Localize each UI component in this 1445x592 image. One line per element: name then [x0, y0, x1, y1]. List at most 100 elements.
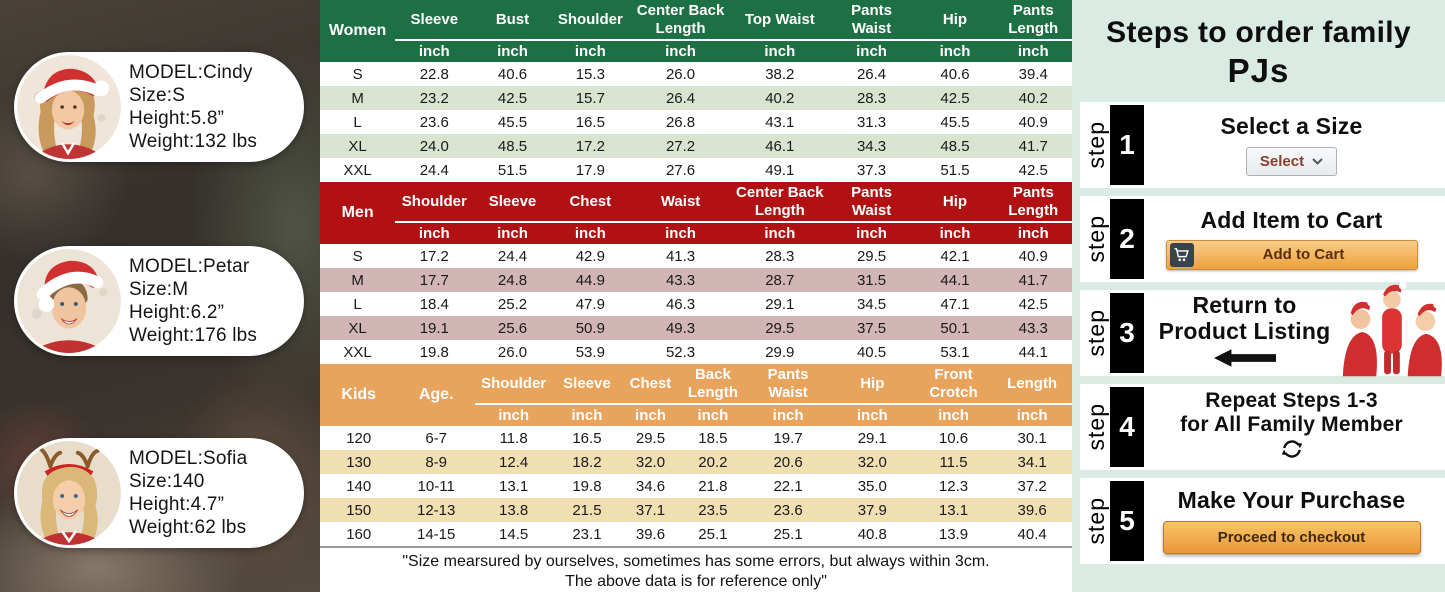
value-cell: 27.2 — [665, 137, 696, 155]
unit-label: inch — [732, 222, 828, 244]
value-cell: 38.2 — [765, 65, 795, 83]
unit-label: inch — [395, 222, 474, 244]
model-size: Size:140 — [129, 470, 205, 492]
size-cell: S — [352, 247, 363, 265]
age-cell: 6-7 — [425, 429, 448, 447]
proceed-to-checkout-button[interactable]: Proceed to checkout — [1162, 520, 1421, 554]
size-cell: M — [351, 89, 364, 107]
value-cell: 42.1 — [940, 247, 970, 265]
value-cell: 22.8 — [419, 65, 449, 83]
step-title-line2: for All Family Member — [1180, 412, 1403, 436]
steps-panel-title: Steps to order family PJs — [1072, 0, 1445, 102]
step-title-line2: Product Listing — [1158, 317, 1331, 344]
value-cell: 22.1 — [773, 477, 803, 495]
value-cell: 23.6 — [419, 113, 449, 131]
table-row: XL 24.0 48.5 17.2 27.2 46.1 34.3 48.5 41.7 — [320, 134, 1072, 158]
value-cell: 45.5 — [497, 113, 528, 131]
step-word-label: step — [1083, 215, 1109, 263]
value-cell: 43.3 — [1018, 319, 1048, 337]
step-title: Select a Size — [1220, 113, 1363, 140]
value-cell: 20.6 — [773, 453, 803, 471]
value-cell: 40.2 — [765, 89, 795, 107]
value-cell: 49.3 — [665, 319, 696, 337]
value-cell: 11.5 — [939, 453, 968, 471]
step-number-badge: 3 — [1110, 293, 1144, 373]
table-row: 150 12-13 13.8 21.5 37.1 23.5 23.6 37.9 13.1 39.6 — [320, 498, 1072, 522]
value-cell: 34.1 — [1017, 453, 1047, 471]
value-cell: 40.5 — [856, 343, 887, 361]
value-cell: 42.5 — [497, 89, 528, 107]
value-cell: 13.1 — [499, 477, 529, 495]
value-cell: 16.5 — [575, 113, 605, 131]
value-cell: 16.5 — [572, 429, 602, 447]
value-cell: 53.1 — [940, 343, 970, 361]
value-cell: 19.8 — [419, 343, 449, 361]
unit-label: inch — [629, 40, 733, 62]
column-header: Back Length — [679, 364, 747, 405]
value-cell: 29.5 — [856, 247, 887, 265]
table-corner-label: Kids — [320, 364, 398, 426]
value-cell: 27.6 — [665, 161, 696, 179]
unit-label: inch — [992, 404, 1072, 426]
unit-label: inch — [827, 40, 916, 62]
step-number-badge: 1 — [1110, 105, 1144, 185]
value-cell: 24.0 — [419, 137, 449, 155]
value-cell: 24.4 — [497, 247, 528, 265]
unit-label: inch — [552, 404, 622, 426]
value-cell: 15.3 — [575, 65, 605, 83]
value-cell: 25.1 — [698, 525, 728, 543]
size-cell: XL — [348, 137, 367, 155]
value-cell: 52.3 — [665, 343, 696, 361]
value-cell: 42.9 — [575, 247, 605, 265]
column-header: Pants Length — [994, 0, 1072, 41]
value-cell: 17.2 — [575, 137, 605, 155]
table-row: L 18.4 25.2 47.9 46.3 29.1 34.5 47.1 42.5 — [320, 292, 1072, 316]
column-header: Pants Waist — [827, 182, 916, 223]
value-cell: 37.2 — [1017, 477, 1047, 495]
value-cell: 23.6 — [773, 501, 803, 519]
add-to-cart-button[interactable]: Add to Cart — [1165, 239, 1418, 270]
repeat-arrows-icon — [1144, 438, 1439, 465]
unit-label: inch — [621, 404, 680, 426]
model-height: Height:5.8” — [129, 108, 225, 129]
table-row: 130 8-9 12.4 18.2 32.0 20.2 20.6 32.0 11.5 34.1 — [320, 450, 1072, 474]
unit-label: inch — [994, 222, 1072, 244]
value-cell: 46.1 — [765, 137, 795, 155]
size-select-dropdown[interactable]: Select — [1245, 146, 1338, 176]
unit-label: inch — [474, 404, 553, 426]
column-header: Pants Waist — [827, 0, 916, 41]
size-cell: XL — [348, 319, 367, 337]
chevron-down-icon — [1312, 158, 1323, 165]
value-cell: 40.9 — [1018, 113, 1048, 131]
step-row-3: step 3 Return to Product Listing — [1080, 281, 1445, 376]
value-cell: 29.5 — [765, 319, 795, 337]
value-cell: 25.6 — [497, 319, 528, 337]
size-cell: 120 — [346, 429, 372, 447]
unit-label: inch — [915, 222, 995, 244]
value-cell: 13.1 — [938, 501, 969, 519]
value-cell: 31.3 — [856, 113, 887, 131]
add-to-cart-label: Add to Cart — [1262, 246, 1345, 264]
steps-title-line1: Steps to order family — [1106, 16, 1411, 49]
unit-label: inch — [827, 222, 916, 244]
model-name: MODEL:Sofia — [129, 447, 248, 469]
column-header: Pants Length — [994, 182, 1072, 223]
value-cell: 21.5 — [572, 501, 602, 519]
value-cell: 20.2 — [698, 453, 728, 471]
value-cell: 25.2 — [497, 295, 528, 313]
column-header: Hip — [915, 0, 995, 41]
disclaimer-line-1: "Size mearsured by ourselves, sometimes … — [402, 553, 990, 570]
unit-label: inch — [629, 222, 733, 244]
model-weight: Weight:176 lbs — [129, 325, 258, 347]
woman-santa-hat-illustration — [17, 55, 121, 159]
age-cell: 10-11 — [417, 477, 455, 495]
table-row: XXL 19.8 26.0 53.9 52.3 29.9 40.5 53.1 44.1 — [320, 340, 1072, 364]
step-row-2: step 2 Add Item to Cart Add to Cart — [1080, 196, 1445, 282]
size-cell: 130 — [346, 453, 372, 471]
value-cell: 43.3 — [665, 271, 696, 289]
value-cell: 13.8 — [499, 501, 529, 519]
value-cell: 48.5 — [940, 137, 970, 155]
girl-antlers-illustration — [17, 441, 121, 545]
column-header: Hip — [915, 182, 995, 223]
unit-label: inch — [915, 40, 995, 62]
